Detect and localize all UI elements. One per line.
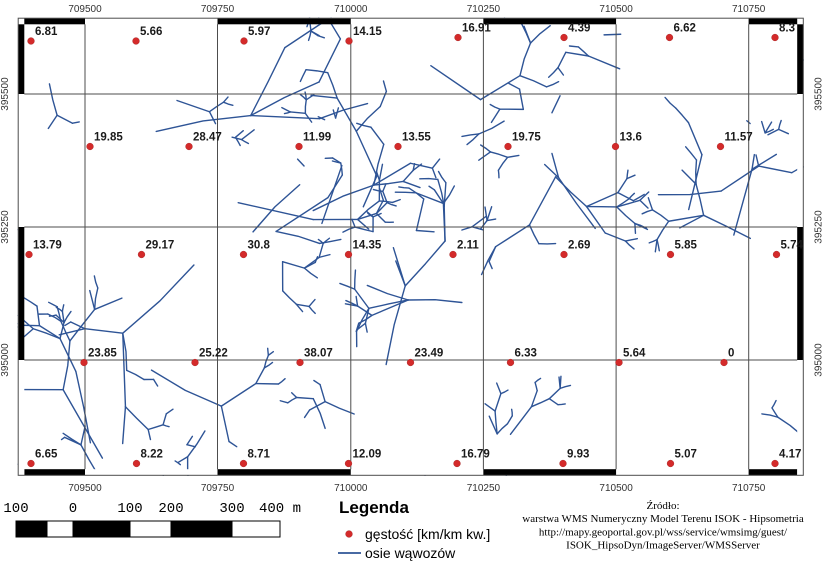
svg-text:8.22: 8.22 — [141, 449, 163, 461]
svg-text:710500: 710500 — [599, 4, 633, 15]
svg-text:395000: 395000 — [813, 343, 824, 377]
svg-text:5.64: 5.64 — [623, 348, 646, 360]
svg-text:4.39: 4.39 — [568, 23, 590, 35]
svg-text:200: 200 — [158, 501, 183, 517]
svg-text:19.75: 19.75 — [512, 132, 541, 144]
svg-text:6.33: 6.33 — [515, 348, 537, 360]
svg-text:710750: 710750 — [732, 4, 766, 15]
svg-text:710250: 710250 — [467, 483, 501, 494]
svg-text:395250: 395250 — [813, 210, 824, 244]
svg-text:11.57: 11.57 — [725, 132, 753, 144]
svg-text:710500: 710500 — [599, 483, 633, 494]
svg-text:100: 100 — [3, 501, 28, 517]
svg-text:709750: 709750 — [201, 483, 235, 494]
svg-text:14.35: 14.35 — [353, 240, 382, 252]
svg-text:6.81: 6.81 — [35, 26, 58, 38]
svg-text:710000: 710000 — [334, 4, 368, 15]
svg-text:395250: 395250 — [0, 210, 11, 244]
svg-text:710250: 710250 — [467, 4, 501, 15]
svg-text:12.09: 12.09 — [353, 449, 382, 461]
svg-text:Źródło:: Źródło: — [647, 500, 680, 512]
svg-text:395000: 395000 — [0, 343, 11, 377]
svg-text:29.17: 29.17 — [146, 240, 175, 252]
svg-text:710000: 710000 — [334, 483, 368, 494]
svg-text:8.3: 8.3 — [779, 23, 795, 35]
svg-text:13.79: 13.79 — [33, 240, 62, 252]
svg-text:709500: 709500 — [68, 4, 102, 15]
svg-text:395500: 395500 — [813, 77, 824, 111]
svg-text:5.07: 5.07 — [675, 449, 697, 461]
svg-text:osie wąwozów: osie wąwozów — [365, 545, 456, 561]
svg-text:ISOK_HipsoDyn/ImageServer/WMSS: ISOK_HipsoDyn/ImageServer/WMSServer — [566, 540, 760, 552]
svg-text:8.71: 8.71 — [248, 449, 271, 461]
svg-text:14.15: 14.15 — [353, 26, 382, 38]
svg-text:25.22: 25.22 — [199, 348, 228, 360]
svg-text:709500: 709500 — [68, 483, 102, 494]
svg-text:23.85: 23.85 — [88, 348, 117, 360]
svg-text:5.74: 5.74 — [781, 240, 804, 252]
svg-text:gęstość [km/km kw.]: gęstość [km/km kw.] — [365, 526, 490, 542]
svg-text:709750: 709750 — [201, 4, 235, 15]
svg-text:5.97: 5.97 — [248, 26, 270, 38]
svg-text:9.93: 9.93 — [567, 449, 589, 461]
svg-text:30.8: 30.8 — [248, 240, 271, 252]
svg-text:Legenda: Legenda — [339, 498, 409, 517]
svg-text:19.85: 19.85 — [94, 132, 123, 144]
svg-text:5.85: 5.85 — [675, 240, 698, 252]
svg-text:0: 0 — [728, 348, 734, 360]
svg-text:100: 100 — [117, 501, 142, 517]
svg-text:5.66: 5.66 — [140, 26, 162, 38]
svg-text:0: 0 — [69, 501, 77, 517]
svg-text:2.69: 2.69 — [568, 240, 590, 252]
svg-text:28.47: 28.47 — [193, 132, 222, 144]
svg-text:23.49: 23.49 — [415, 348, 444, 360]
svg-text:13.55: 13.55 — [402, 132, 431, 144]
svg-text:6.65: 6.65 — [35, 449, 58, 461]
svg-text:400 m: 400 m — [259, 501, 301, 517]
svg-text:395500: 395500 — [0, 77, 11, 111]
svg-text:300: 300 — [219, 501, 244, 517]
svg-text:http://mapy.geoportal.gov.pl/w: http://mapy.geoportal.gov.pl/wss/service… — [539, 526, 788, 538]
svg-text:38.07: 38.07 — [304, 348, 333, 360]
svg-text:11.99: 11.99 — [303, 132, 331, 144]
svg-text:warstwa WMS Numeryczny Model T: warstwa WMS Numeryczny Model Terenu ISOK… — [522, 513, 804, 525]
svg-text:2.11: 2.11 — [457, 240, 479, 252]
svg-text:16.91: 16.91 — [462, 23, 491, 35]
svg-text:16.79: 16.79 — [461, 449, 490, 461]
svg-text:13.6: 13.6 — [620, 132, 642, 144]
svg-text:710750: 710750 — [732, 483, 766, 494]
svg-text:4.17: 4.17 — [779, 449, 801, 461]
svg-text:6.62: 6.62 — [674, 23, 696, 35]
